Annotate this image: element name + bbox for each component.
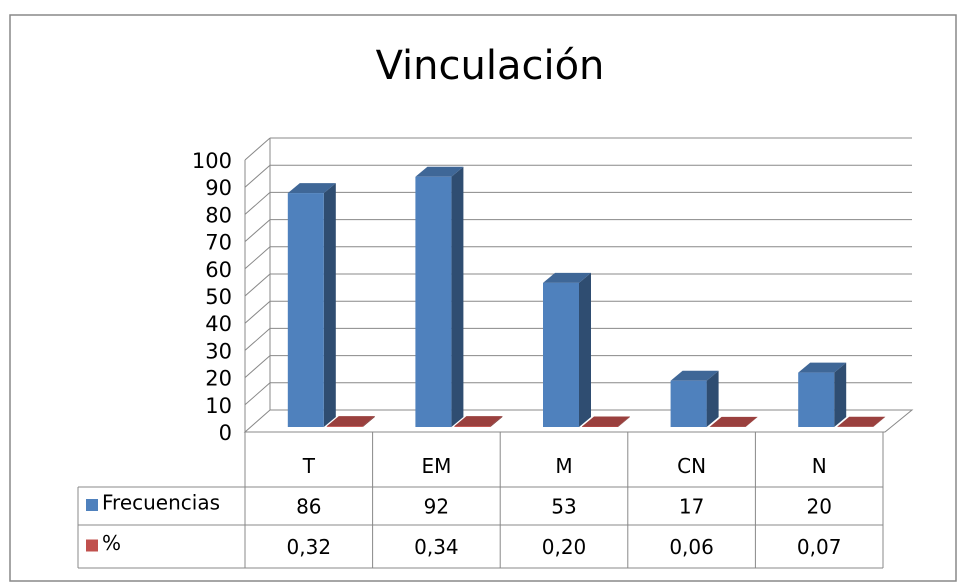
table-value: 53 [551, 495, 576, 519]
grid-line [244, 355, 271, 378]
y-tick-label: 30 [205, 339, 232, 363]
bar [415, 176, 452, 427]
table-value: 0,32 [287, 535, 332, 559]
table-value: 86 [296, 495, 321, 519]
category-label: M [555, 454, 572, 478]
bar-side [706, 370, 719, 427]
grid-line [244, 300, 271, 324]
grid-line [244, 273, 271, 297]
y-tick-label: 20 [205, 367, 232, 391]
grid-line [244, 246, 271, 270]
table-value: 17 [679, 495, 704, 519]
bar-top [582, 416, 630, 427]
bar-side [451, 166, 464, 427]
grid-line [244, 219, 271, 242]
bar-top [670, 370, 719, 381]
bar [454, 426, 491, 427]
grid-line [244, 382, 271, 406]
bar-side [745, 416, 758, 427]
grid-line [244, 192, 271, 215]
bar [670, 380, 707, 427]
bar [582, 426, 618, 427]
legend-key [86, 539, 98, 552]
table-value: 0,20 [542, 535, 587, 559]
table-value: 0,34 [414, 535, 459, 559]
bar-top [837, 416, 886, 427]
y-tick-label: 80 [205, 203, 232, 227]
table-value: 20 [806, 495, 831, 519]
y-tick-label: 40 [205, 312, 232, 336]
category-label: CN [677, 454, 706, 478]
bar-top [415, 166, 464, 177]
bar [326, 426, 363, 427]
legend-key [86, 499, 98, 511]
chart-title: Vinculación [376, 43, 605, 89]
bar-side [323, 183, 336, 427]
bar-top [287, 183, 336, 194]
grid-line [244, 164, 271, 188]
bar-top [798, 362, 847, 373]
legend-label: Frecuencias [102, 491, 220, 515]
category-label: EM [421, 454, 451, 478]
bar-side [362, 416, 375, 427]
y-tick-label: 90 [205, 176, 232, 200]
table-value: 0,06 [669, 535, 714, 559]
bar [798, 372, 835, 427]
category-label: N [812, 454, 827, 478]
y-tick-label: 70 [205, 231, 232, 255]
bar [543, 282, 579, 427]
y-tick-label: 50 [205, 285, 232, 309]
bar [287, 193, 324, 427]
bar-top [326, 416, 375, 427]
grid-line [244, 328, 271, 351]
y-tick-label: 60 [205, 258, 232, 282]
table-value: 0,07 [797, 535, 842, 559]
category-label: T [302, 454, 316, 478]
bar-side [873, 416, 886, 427]
bar-side [834, 362, 847, 427]
bar-side [490, 416, 503, 427]
grid-line [244, 137, 271, 161]
table-value: 92 [424, 495, 449, 519]
bar-top [454, 416, 503, 427]
bar-top [709, 416, 758, 427]
y-tick-label: 0 [219, 421, 232, 445]
legend-label: % [102, 531, 121, 555]
bar-side [618, 416, 630, 427]
y-tick-label: 10 [205, 394, 232, 418]
bar-side [579, 272, 591, 427]
bar-top [543, 272, 591, 283]
y-tick-label: 100 [192, 149, 232, 173]
